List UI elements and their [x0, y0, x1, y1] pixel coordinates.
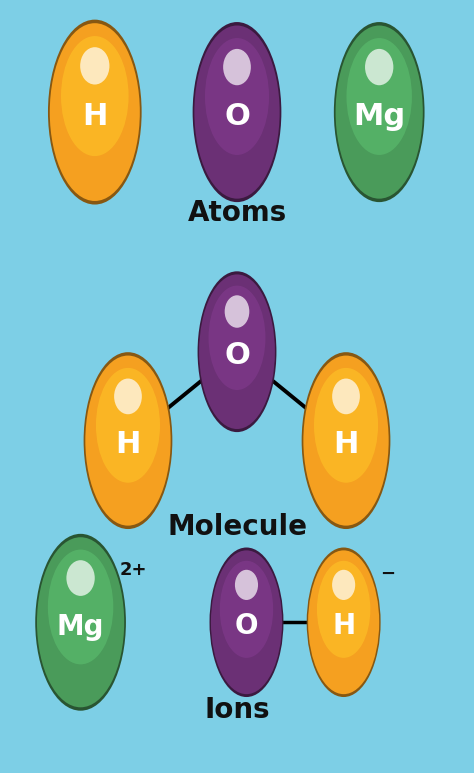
Ellipse shape: [194, 26, 280, 199]
Ellipse shape: [346, 38, 412, 155]
Text: Mg: Mg: [353, 102, 405, 131]
Ellipse shape: [210, 547, 283, 697]
Ellipse shape: [114, 379, 142, 414]
Text: Atoms: Atoms: [187, 199, 287, 226]
Text: O: O: [224, 341, 250, 370]
Ellipse shape: [48, 19, 142, 205]
Ellipse shape: [336, 26, 423, 199]
Ellipse shape: [37, 537, 124, 707]
Ellipse shape: [50, 23, 140, 201]
Text: H: H: [82, 102, 108, 131]
Ellipse shape: [209, 285, 265, 390]
Ellipse shape: [334, 22, 425, 202]
Ellipse shape: [332, 570, 355, 600]
Ellipse shape: [225, 295, 249, 328]
Ellipse shape: [365, 49, 393, 85]
Ellipse shape: [80, 47, 109, 84]
Ellipse shape: [220, 560, 273, 658]
Ellipse shape: [66, 560, 95, 596]
Ellipse shape: [35, 534, 126, 710]
Text: −: −: [381, 565, 396, 584]
Ellipse shape: [223, 49, 251, 85]
Ellipse shape: [198, 271, 276, 432]
Ellipse shape: [235, 570, 258, 600]
Text: Molecule: Molecule: [167, 513, 307, 541]
Text: Ions: Ions: [204, 696, 270, 724]
Ellipse shape: [308, 550, 379, 694]
Ellipse shape: [317, 560, 370, 658]
Ellipse shape: [61, 36, 128, 156]
Ellipse shape: [314, 368, 378, 482]
Text: Mg: Mg: [57, 612, 104, 641]
Ellipse shape: [85, 356, 171, 526]
Ellipse shape: [205, 38, 269, 155]
Text: H: H: [115, 431, 141, 459]
Text: 2+: 2+: [119, 560, 147, 579]
Ellipse shape: [96, 368, 160, 482]
Text: H: H: [332, 612, 355, 640]
Ellipse shape: [199, 274, 275, 429]
Text: H: H: [333, 431, 359, 459]
Ellipse shape: [211, 550, 282, 694]
Ellipse shape: [83, 352, 173, 529]
Ellipse shape: [192, 22, 282, 202]
Ellipse shape: [307, 547, 381, 697]
Ellipse shape: [303, 356, 389, 526]
Text: O: O: [224, 102, 250, 131]
Ellipse shape: [332, 379, 360, 414]
Text: O: O: [235, 612, 258, 640]
Ellipse shape: [48, 550, 113, 664]
Ellipse shape: [301, 352, 391, 529]
